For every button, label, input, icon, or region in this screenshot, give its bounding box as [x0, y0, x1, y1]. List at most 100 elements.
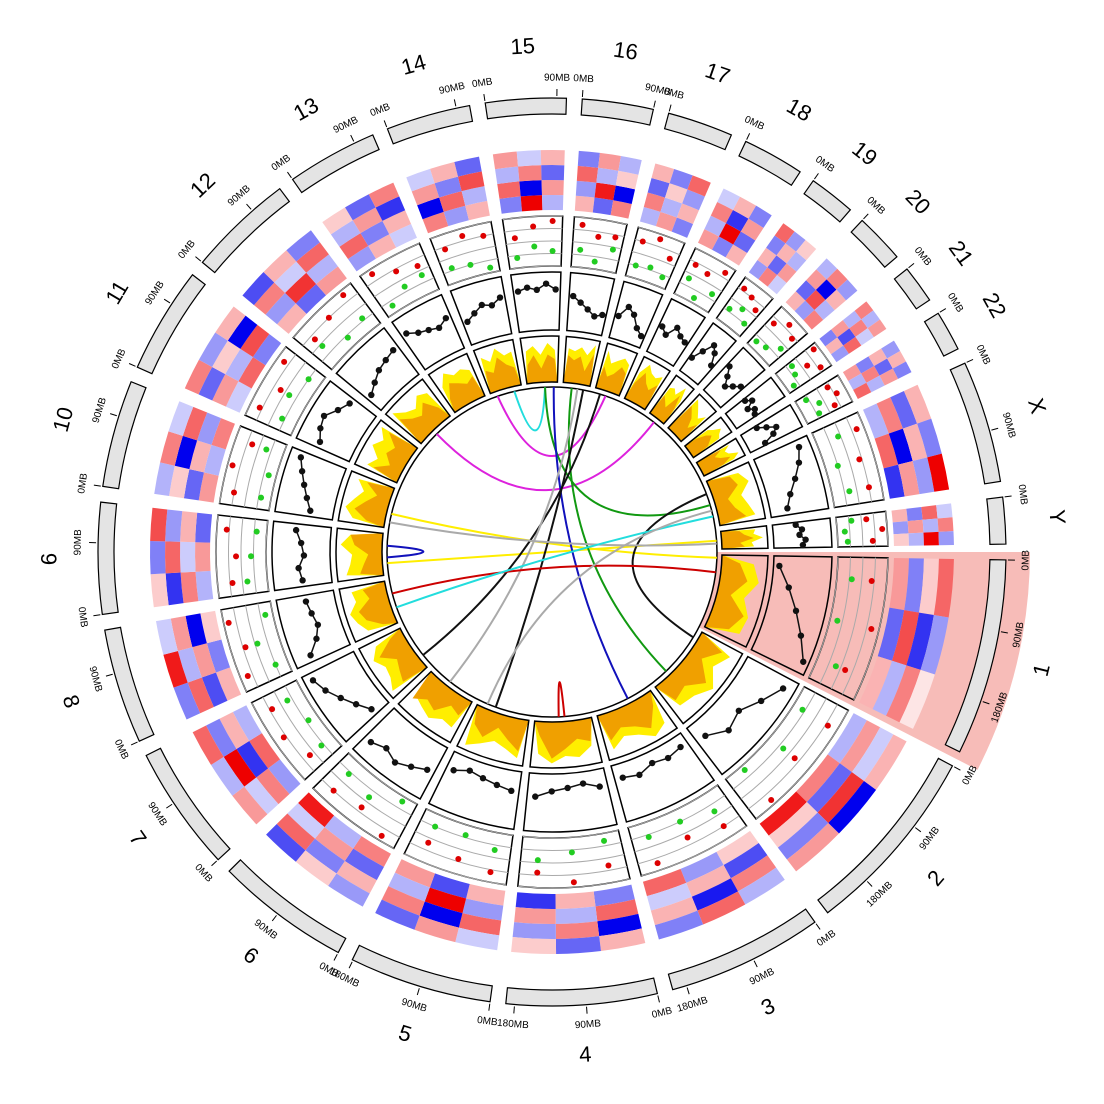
- heatmap-cell: [180, 541, 196, 573]
- heatmap-cell: [296, 242, 329, 273]
- heatmap-cell: [411, 183, 440, 206]
- grid-line: [748, 704, 838, 810]
- dot-panel: [275, 589, 352, 670]
- scatter-point: [609, 246, 616, 253]
- scatter-point: [269, 706, 276, 713]
- heatmap-cell: [831, 320, 850, 338]
- ideogram: [136, 273, 206, 375]
- tick-mark: [195, 256, 202, 262]
- tick-mark: [128, 363, 136, 367]
- heatmap-cell: [723, 843, 768, 879]
- heatmap-cell: [660, 197, 683, 218]
- heatmap-cell: [704, 215, 727, 237]
- heatmap-cell: [200, 610, 222, 644]
- dot-point: [779, 685, 787, 692]
- heatmap-cell: [458, 913, 502, 936]
- dot-point: [303, 494, 311, 502]
- heatmap-cell: [164, 541, 181, 574]
- heatmap-cell: [651, 163, 675, 184]
- tick-mark: [130, 741, 138, 746]
- area-panel: [519, 335, 560, 385]
- tick-label: 90MB: [1000, 411, 1018, 439]
- scatter-point: [753, 338, 760, 345]
- grid-line: [835, 517, 839, 548]
- ideogram: [944, 559, 1007, 753]
- scatter-point: [869, 537, 876, 544]
- heatmap-cell: [375, 196, 406, 221]
- heatmap-cell: [210, 756, 245, 796]
- chromosome-label: 6: [239, 942, 264, 969]
- chromosome-label: 5: [396, 1020, 415, 1047]
- heatmap-cell: [598, 152, 621, 171]
- dot-panel: [522, 767, 618, 833]
- dot-point: [741, 397, 749, 404]
- heatmap-cell: [316, 266, 347, 296]
- ideogram: [228, 859, 347, 954]
- dot-point: [317, 425, 324, 432]
- ideogram: [667, 908, 816, 991]
- ideogram: [201, 187, 291, 274]
- scatter-point: [848, 576, 855, 583]
- heatmap-cell: [540, 150, 565, 166]
- heatmap-cell: [595, 899, 639, 922]
- dot-point: [677, 333, 684, 340]
- grid-line: [853, 557, 889, 701]
- grid-line: [747, 342, 770, 367]
- heatmap-cell: [174, 435, 198, 470]
- tick-mark: [333, 954, 338, 961]
- heatmap-cell: [382, 210, 412, 235]
- heatmap-cell: [814, 299, 835, 320]
- dot-point: [466, 767, 473, 774]
- grid-line: [388, 288, 440, 318]
- heatmap-cell: [244, 777, 279, 815]
- scatter-point: [462, 832, 469, 839]
- dot-point: [773, 423, 780, 431]
- scatter-point: [863, 516, 870, 523]
- heatmap-cell: [767, 274, 787, 295]
- tick-mark: [753, 960, 758, 968]
- heatmap-cell: [368, 182, 400, 208]
- grid-line: [521, 841, 622, 851]
- dot-point: [659, 323, 666, 330]
- dot-point: [584, 306, 591, 313]
- scatter-point: [824, 722, 831, 729]
- scatter-point: [570, 879, 577, 886]
- tick-label: 90MB: [86, 665, 104, 693]
- heatmap-cell: [613, 185, 636, 205]
- heatmap-cell: [253, 282, 286, 315]
- chromosome-label: 1: [1028, 661, 1055, 679]
- area-panel: [384, 378, 452, 445]
- chromosome-label: 3: [757, 993, 779, 1021]
- link: [486, 509, 712, 705]
- tick-mark: [93, 614, 101, 617]
- heatmap-cell: [759, 791, 807, 836]
- dot-point: [322, 687, 329, 694]
- tick-label: 0MB: [945, 291, 965, 315]
- scatter-point: [803, 397, 810, 404]
- link: [552, 386, 629, 700]
- heatmap-cell: [892, 610, 920, 666]
- heatmap-cell: [499, 196, 522, 214]
- dot-point: [346, 400, 353, 407]
- heatmap-cell: [827, 713, 867, 764]
- area-panel: [705, 461, 767, 527]
- grid-line: [243, 435, 265, 508]
- scatter-point: [632, 262, 639, 269]
- area: [704, 554, 748, 630]
- scatter-point: [229, 579, 236, 586]
- scatter-point: [568, 849, 575, 856]
- heatmap-cell: [919, 558, 939, 616]
- heatmap-cell: [324, 815, 362, 849]
- scatter-point: [790, 382, 797, 389]
- area-panel: [654, 631, 744, 725]
- grid-line: [348, 752, 418, 805]
- heatmap-cell: [889, 557, 909, 611]
- heatmap-cell: [826, 268, 848, 290]
- tick-label: 0MB: [662, 86, 685, 102]
- dot-point: [599, 311, 606, 319]
- heatmap-cell: [867, 319, 887, 338]
- heatmap-cell: [907, 519, 924, 534]
- tick-mark: [657, 995, 660, 1003]
- dot-point: [770, 430, 777, 437]
- heatmap-cell: [360, 220, 390, 246]
